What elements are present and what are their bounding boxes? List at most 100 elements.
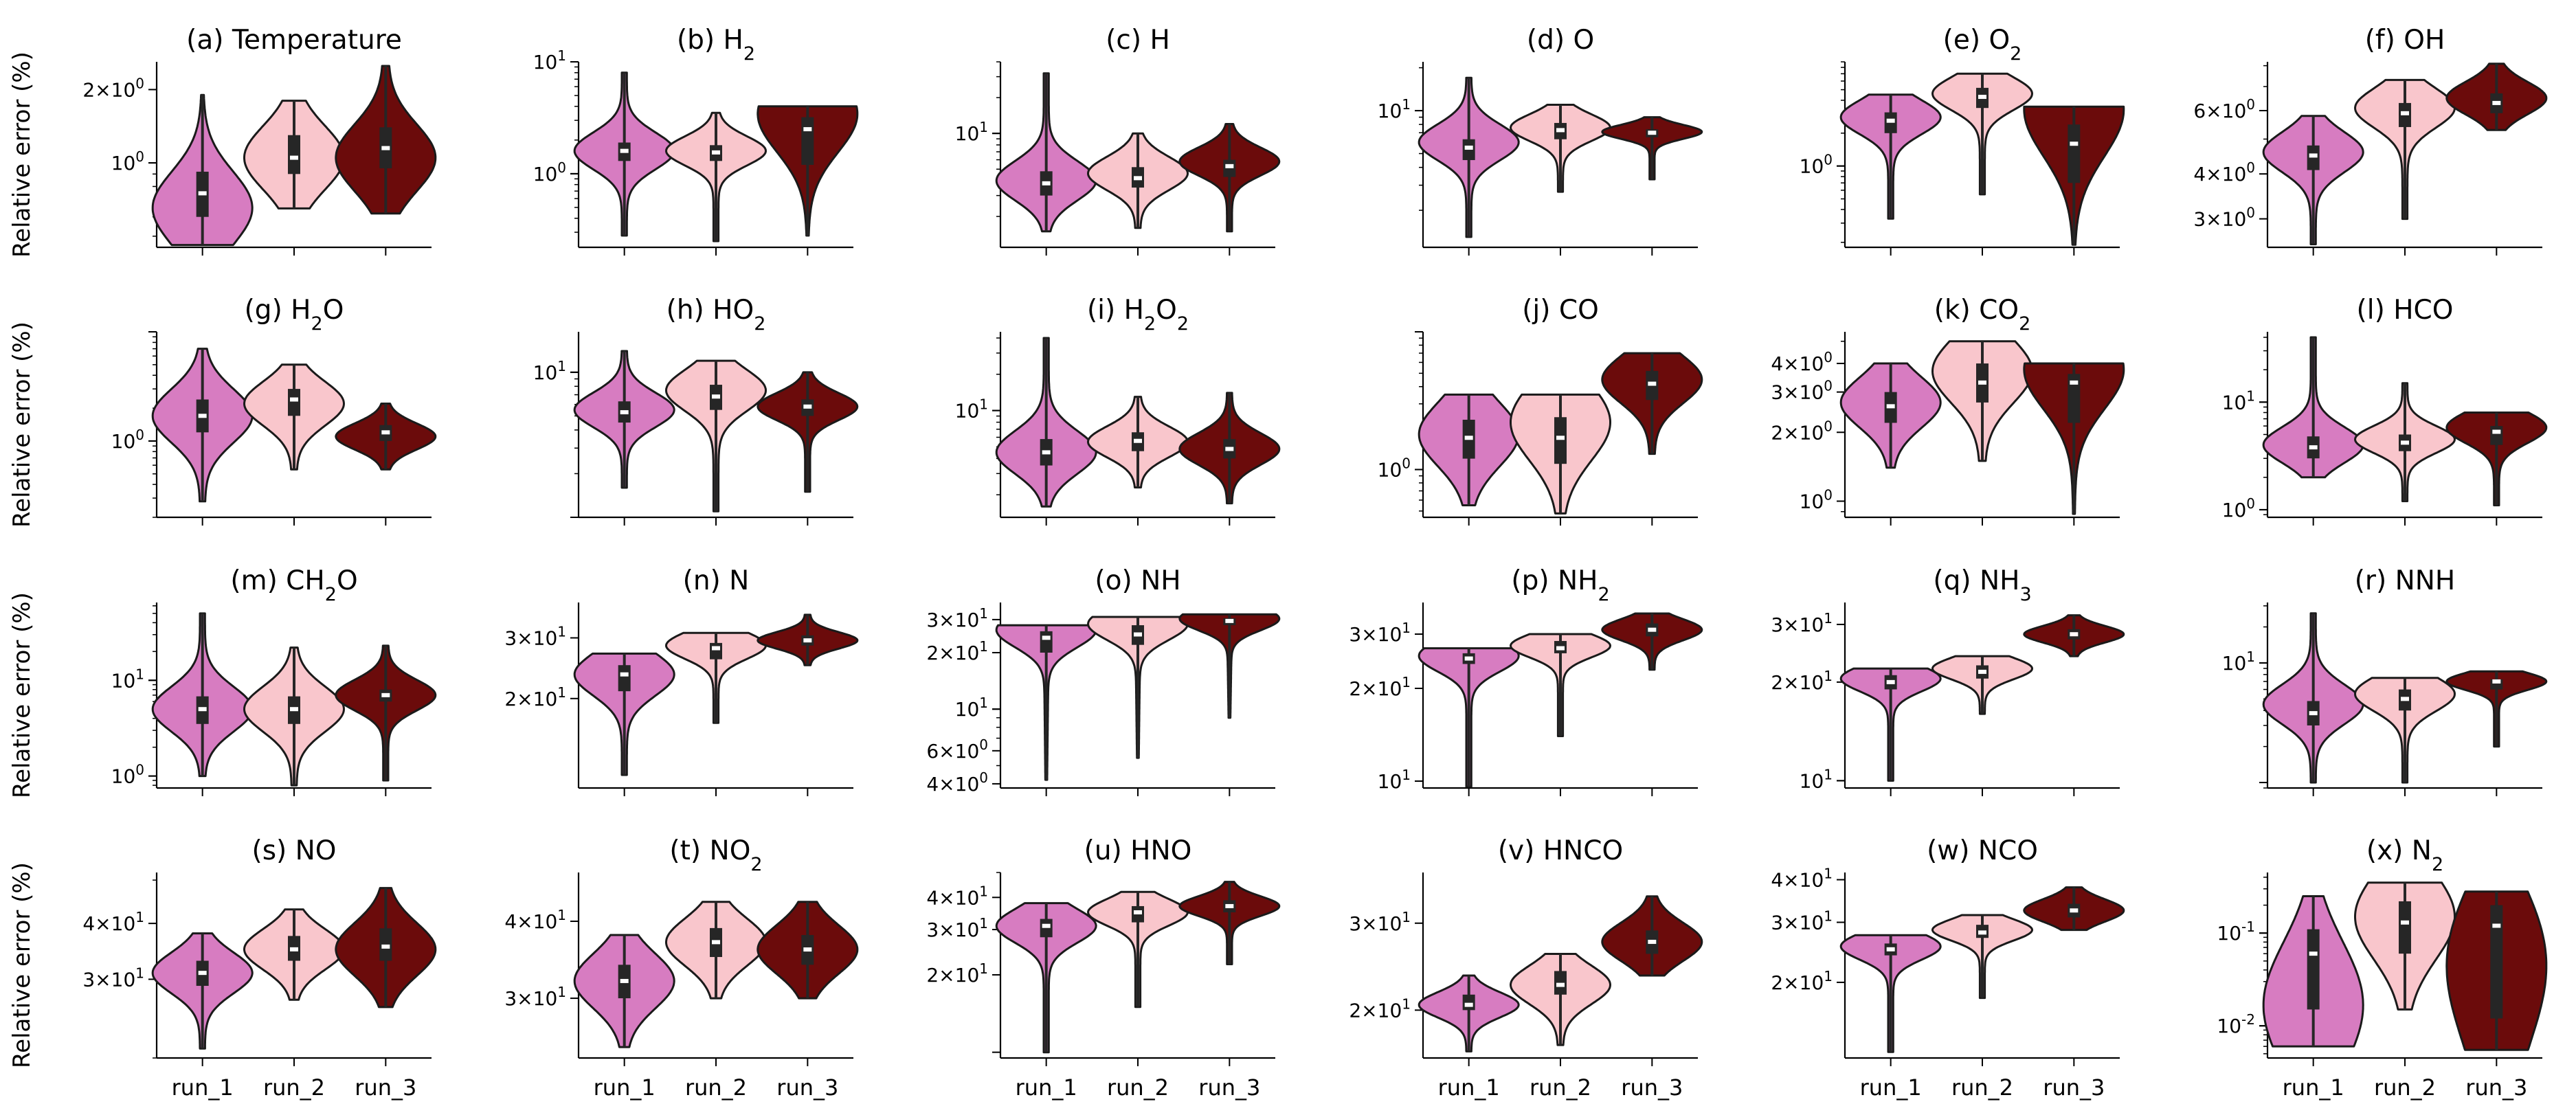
y-tick-label: 3×101 xyxy=(1771,908,1833,934)
iqr-box xyxy=(1462,994,1475,1011)
x-tick-label: run_3 xyxy=(776,1074,838,1101)
median-marker xyxy=(712,646,720,651)
y-tick-label: 4×101 xyxy=(926,883,988,909)
panels-layer: (a) Temperature 100 2×100 Relative error (%… xyxy=(8,25,2548,1101)
panel: (g) H2O 100 Relative error (%) xyxy=(8,295,437,528)
median-marker xyxy=(290,947,298,951)
median-marker xyxy=(1978,94,1986,99)
iqr-box xyxy=(2490,426,2503,445)
y-tick-label: 2×101 xyxy=(1771,968,1833,994)
median-marker xyxy=(1648,131,1657,135)
y-tick-label: 101 xyxy=(1378,96,1411,122)
panel: (r) NNH 101 xyxy=(2222,565,2548,796)
y-tick-label: 101 xyxy=(1800,766,1833,792)
median-marker xyxy=(1042,923,1051,928)
median-marker xyxy=(1886,404,1895,409)
median-marker xyxy=(1134,438,1142,443)
iqr-box xyxy=(1040,919,1053,938)
iqr-box xyxy=(618,665,631,692)
panel: (m) CH2O 100 101 Relative error (%) xyxy=(8,565,437,798)
y-tick-label: 100 xyxy=(1800,487,1833,513)
median-marker xyxy=(620,672,629,677)
median-marker xyxy=(1648,627,1657,632)
y-tick-label: 100 xyxy=(111,762,144,788)
median-marker xyxy=(1464,1002,1473,1007)
median-marker xyxy=(2309,951,2318,956)
median-marker xyxy=(1042,635,1051,640)
y-tick-label: 2×100 xyxy=(1771,418,1833,444)
x-tick-label: run_1 xyxy=(1860,1074,1922,1101)
x-tick-label: run_1 xyxy=(172,1074,234,1101)
panel: (t) NO2 3×101 4×101 run_1 run_2 run_3 xyxy=(504,835,859,1101)
median-marker xyxy=(290,397,298,402)
x-tick-label: run_1 xyxy=(2283,1074,2344,1101)
panel-title: (l) HCO xyxy=(2357,295,2454,326)
y-tick-label: 3×100 xyxy=(1771,378,1833,404)
panel: (b) H2 100 101 xyxy=(533,25,859,256)
panel-title: (b) H2 xyxy=(677,25,755,65)
panel: (q) NH3 101 2×101 3×101 xyxy=(1771,565,2125,796)
y-tick-label: 10-1 xyxy=(2217,919,2255,945)
y-tick-label: 4×100 xyxy=(926,769,988,796)
iqr-box xyxy=(2068,124,2081,183)
y-tick-label: 3×101 xyxy=(504,984,566,1010)
median-marker xyxy=(2492,429,2501,434)
y-tick-label: 100 xyxy=(1378,455,1411,481)
median-marker xyxy=(198,191,207,196)
iqr-box xyxy=(288,389,300,416)
y-tick-label: 10-2 xyxy=(2217,1011,2255,1037)
y-tick-label: 101 xyxy=(955,396,988,423)
panel-title: (o) NH xyxy=(1095,565,1180,596)
x-tick-label: run_3 xyxy=(2465,1074,2527,1101)
median-marker xyxy=(1648,381,1657,386)
panel-title: (m) CH2O xyxy=(230,565,357,605)
iqr-box xyxy=(2490,905,2503,1019)
median-marker xyxy=(1225,618,1234,623)
panel: (w) NCO 2×101 3×101 4×101 run_1 run_2 run_3 xyxy=(1771,835,2125,1101)
panel: (x) N2 10-2 10-1 run_1 run_2 run_3 xyxy=(2217,835,2548,1101)
y-tick-label: 101 xyxy=(111,666,144,692)
x-tick-label: run_2 xyxy=(685,1074,747,1101)
y-tick-label: 101 xyxy=(2222,387,2255,414)
panel-title: (s) NO xyxy=(251,835,336,866)
y-tick-label: 2×101 xyxy=(1349,995,1411,1022)
panel-title: (f) OH xyxy=(2365,25,2445,56)
median-marker xyxy=(2401,440,2409,445)
y-tick-label: 3×100 xyxy=(2193,205,2255,231)
median-marker xyxy=(381,430,390,435)
panel-title: (k) CO2 xyxy=(1934,295,2031,335)
x-tick-label: run_3 xyxy=(355,1074,416,1101)
iqr-box xyxy=(710,642,722,660)
panel-title: (g) H2O xyxy=(245,295,344,335)
iqr-box xyxy=(1223,159,1236,177)
y-tick-label: 6×100 xyxy=(2193,96,2255,122)
x-tick-label: run_2 xyxy=(1107,1074,1169,1101)
y-tick-label: 100 xyxy=(1800,152,1833,178)
x-tick-label: run_2 xyxy=(263,1074,325,1101)
median-marker xyxy=(1556,646,1565,651)
median-marker xyxy=(1648,939,1657,944)
panel-title: (a) Temperature xyxy=(186,25,402,56)
x-tick-label: run_1 xyxy=(1438,1074,1500,1101)
median-marker xyxy=(1886,679,1895,684)
panel: (o) NH 4×100 6×100 101 2×101 3×101 xyxy=(926,565,1281,796)
median-marker xyxy=(803,127,812,132)
median-marker xyxy=(290,155,298,160)
panel-title: (e) O2 xyxy=(1943,25,2022,65)
panel-title: (p) NH2 xyxy=(1511,565,1609,605)
median-marker xyxy=(1042,450,1051,455)
panel: (j) CO 100 xyxy=(1378,295,1703,526)
median-marker xyxy=(803,638,812,643)
median-marker xyxy=(2070,908,2079,913)
median-marker xyxy=(2070,142,2079,146)
iqr-box xyxy=(288,135,300,174)
panel: (v) HNCO 2×101 3×101 run_1 run_2 run_3 xyxy=(1349,835,1703,1101)
median-marker xyxy=(1225,447,1234,451)
median-marker xyxy=(1464,656,1473,661)
x-tick-label: run_3 xyxy=(2043,1074,2105,1101)
x-tick-label: run_1 xyxy=(594,1074,656,1101)
median-marker xyxy=(803,947,812,952)
median-marker xyxy=(2309,711,2318,716)
median-marker xyxy=(2401,697,2409,701)
